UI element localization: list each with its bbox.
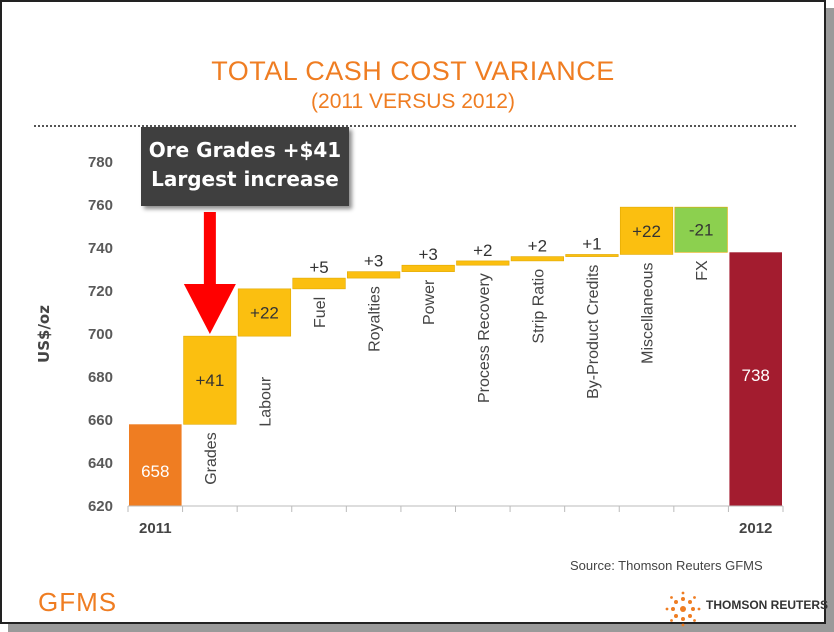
category-label: Fuel [312,297,329,328]
chart-title: TOTAL CASH COST VARIANCE [211,56,615,86]
y-tick-label: 680 [88,369,113,386]
gfms-logo: GFMS [38,587,118,617]
category-label: Grades [203,432,220,484]
bar-miscellaneous [619,206,674,255]
bar-2011 [129,424,182,506]
data-label: +1 [582,234,601,253]
data-label: +5 [309,258,328,277]
bar-royalties [347,271,401,279]
callout-line-1: Ore Grades +$41 [148,138,342,162]
category-label: Process Recovery [476,273,493,403]
bar-fuel [292,277,346,290]
frame-shadow-bottom [8,624,834,632]
x-axis-year-label: 2011 [139,520,172,537]
bar-strip-ratio [510,256,564,262]
y-tick-label: 640 [88,455,113,472]
arrow-head-icon [183,284,236,334]
category-label: Labour [257,376,274,426]
data-label: +22 [632,222,661,241]
arrow-shaft [203,212,216,286]
y-tick-label: 660 [88,412,113,429]
data-label: +3 [364,252,383,271]
data-label: -21 [689,221,714,240]
thomson-reuters-wordmark: THOMSON REUTERS [706,598,829,612]
bar-power [401,264,455,272]
bar-fx [674,206,728,253]
chart-subtitle: (2011 VERSUS 2012) [311,90,515,113]
y-tick-label: 780 [88,154,113,171]
category-label: Strip Ratio [530,269,547,344]
bar-labour [237,288,292,337]
data-label: +22 [250,304,279,323]
x-axis-year-label: 2012 [739,520,772,537]
thomson-reuters-logo-icon [665,591,701,627]
data-label: 658 [141,462,169,481]
callout-box: Ore Grades +$41 Largest increase [141,127,349,206]
bar-grades [183,335,237,425]
category-label: Royalties [367,286,384,352]
y-tick-label: 760 [88,197,113,214]
y-tick-label: 620 [88,498,113,515]
data-label: +41 [195,371,224,390]
bar-2012 [729,252,782,506]
y-axis-label: US$/oz [35,305,53,363]
data-label: 738 [742,366,770,385]
callout-line-2: Largest increase [151,167,339,191]
data-label: +2 [528,237,547,256]
data-label: +2 [473,241,492,260]
bar-by-product-credits [565,254,619,257]
y-tick-label: 700 [88,326,113,343]
y-tick-label: 720 [88,283,113,300]
bar-process-recovery [456,260,510,266]
frame-shadow-right [826,8,834,632]
category-label: Miscellaneous [640,262,657,363]
y-tick-label: 740 [88,240,113,257]
title-separator [34,125,796,127]
category-label: By-Product Credits [585,265,602,399]
data-label: +3 [419,245,438,264]
chart-frame [0,0,826,624]
category-label: FX [694,260,711,281]
category-label: Power [421,279,438,325]
source-note: Source: Thomson Reuters GFMS [570,558,763,573]
